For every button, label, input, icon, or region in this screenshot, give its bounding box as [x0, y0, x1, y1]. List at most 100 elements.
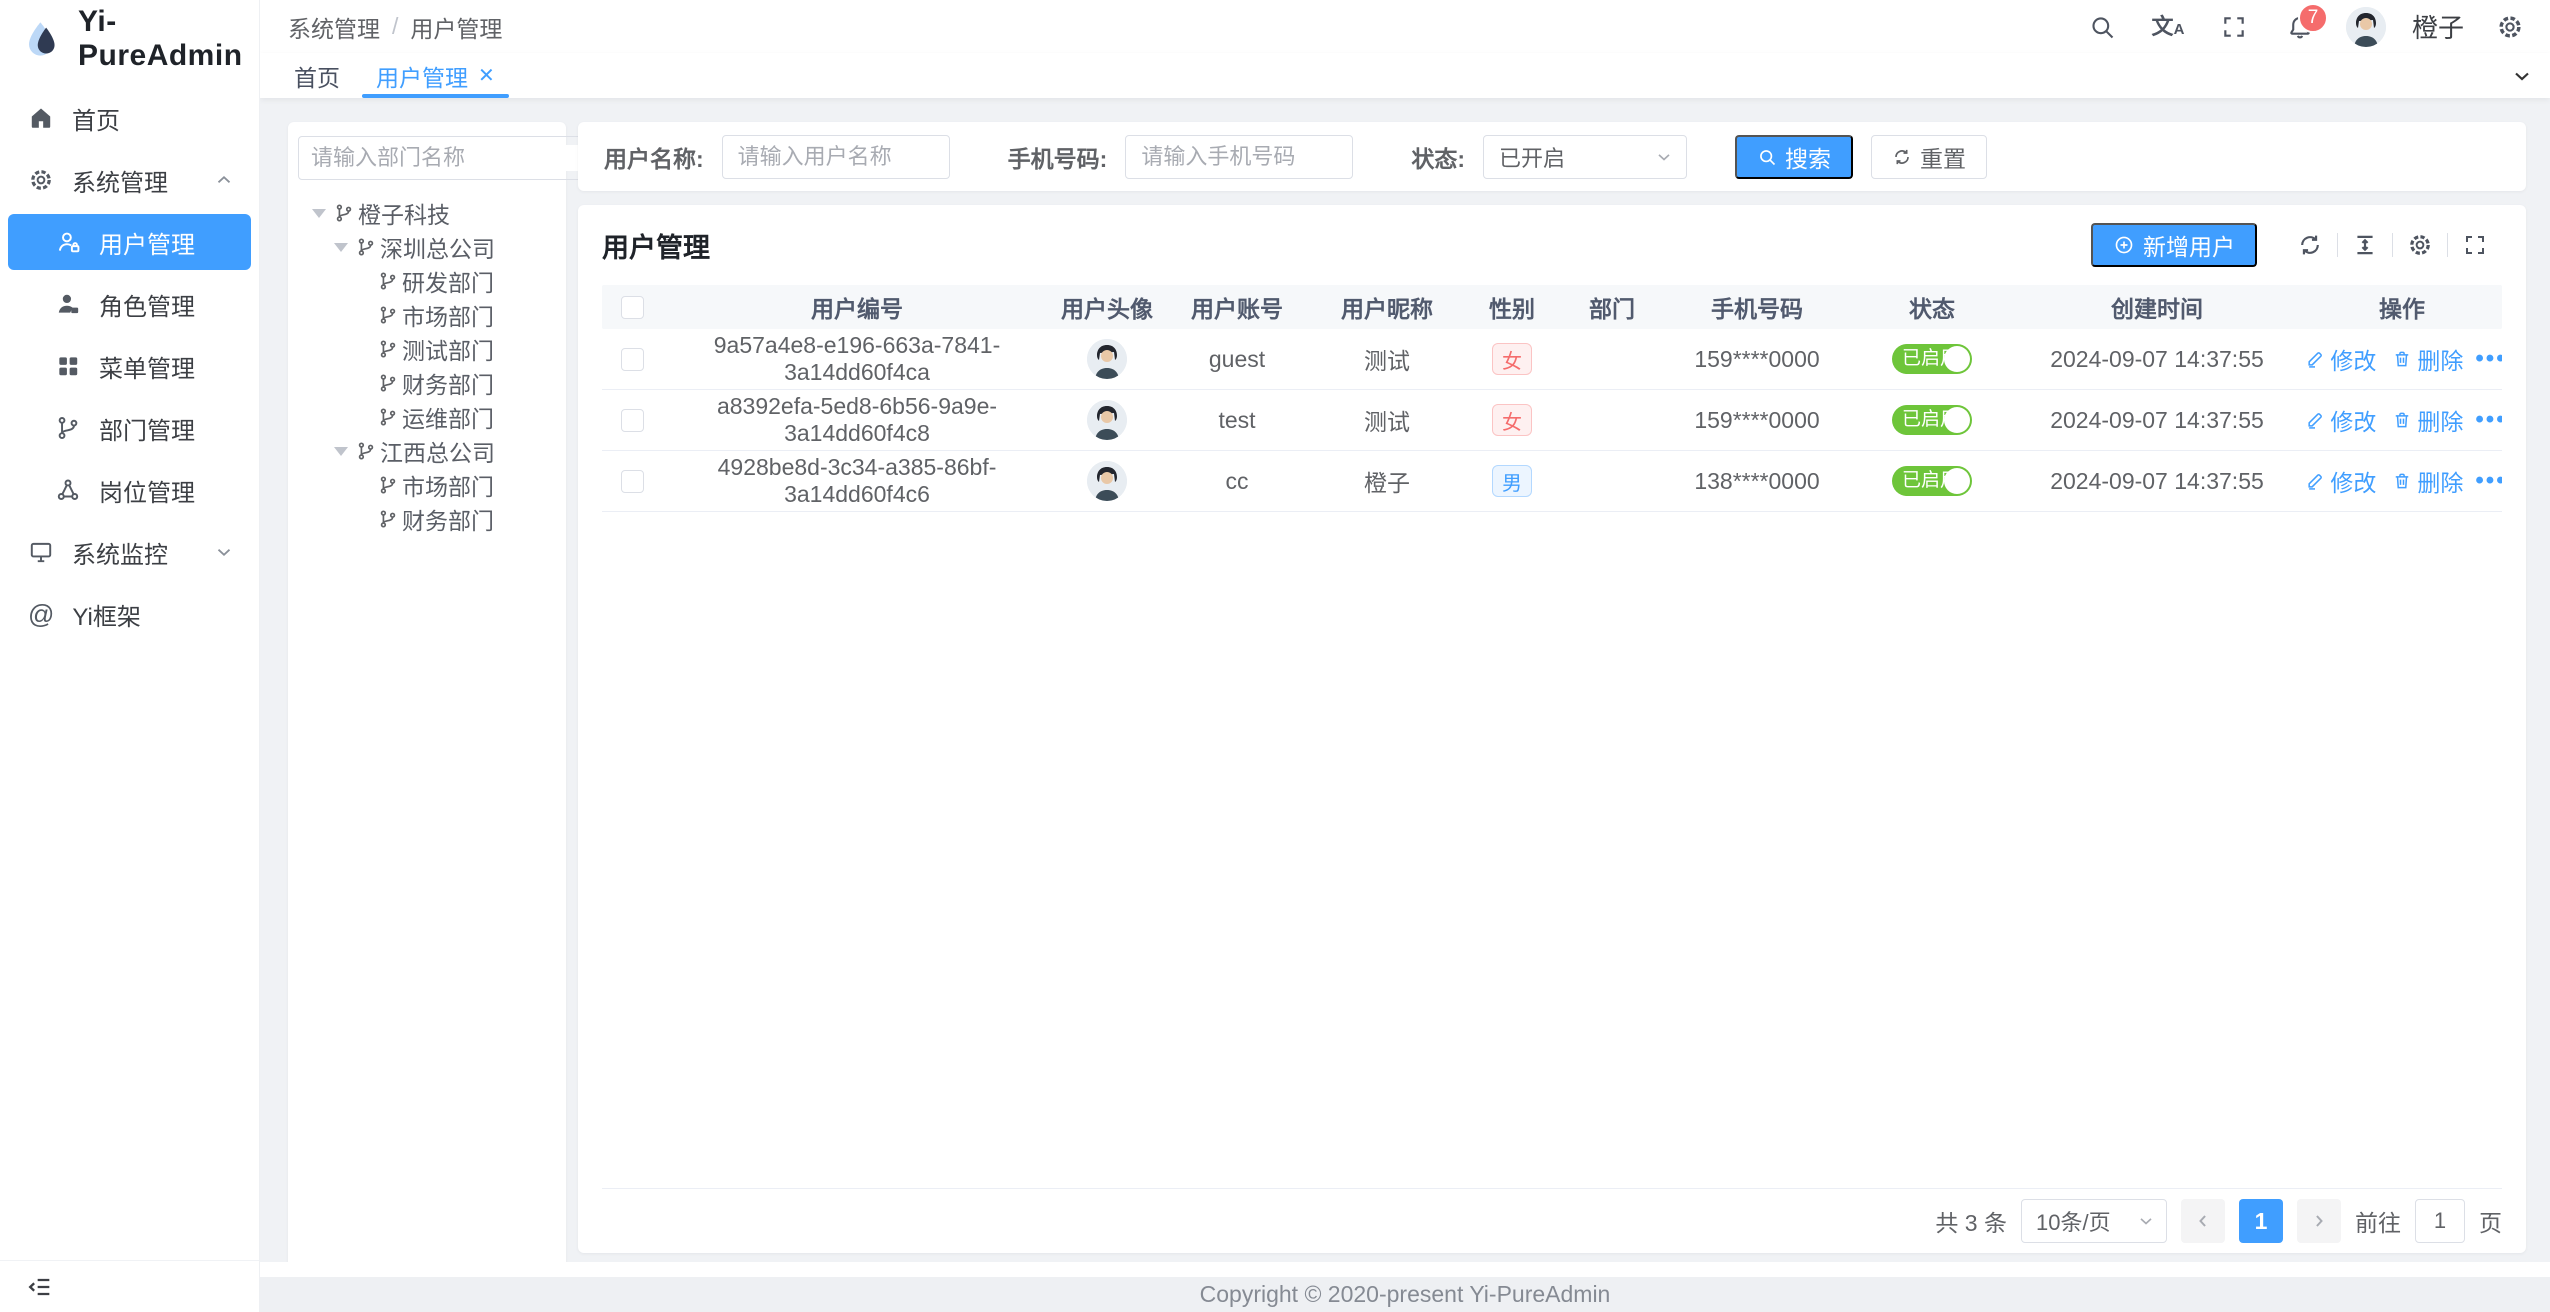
sidebar-item-roles[interactable]: 角色管理 [0, 276, 259, 332]
prev-page-button[interactable] [2181, 1199, 2225, 1243]
logo-row[interactable]: Yi-PureAdmin [0, 0, 259, 78]
branch-icon [378, 373, 398, 393]
sidebar-item-menus[interactable]: 菜单管理 [0, 338, 259, 394]
density-button[interactable] [2338, 232, 2392, 258]
column-settings-button[interactable] [2393, 232, 2447, 258]
tree-node[interactable]: 市场部门 [296, 468, 558, 502]
goto-page-input[interactable] [2415, 1199, 2465, 1243]
sidebar-item-posts[interactable]: 岗位管理 [0, 462, 259, 518]
username-label[interactable]: 橙子 [2411, 13, 2464, 43]
select-all-checkbox[interactable] [620, 295, 644, 319]
tree-node[interactable]: 橙子科技 [296, 196, 558, 230]
tree-node-label: 市场部门 [402, 474, 494, 500]
status-toggle[interactable]: 已启用 [1892, 466, 1972, 496]
avatar[interactable] [2345, 6, 2386, 47]
fullscreen-button[interactable] [2214, 7, 2254, 47]
more-actions-button[interactable]: ••• [2475, 467, 2502, 494]
sidebar-item-departments[interactable]: 部门管理 [0, 400, 259, 456]
more-actions-button[interactable]: ••• [2475, 345, 2502, 372]
department-search-field[interactable] [311, 145, 599, 171]
column-header[interactable]: 操作 [2379, 296, 2425, 322]
row-checkbox[interactable] [620, 469, 644, 493]
username-filter-input[interactable] [721, 134, 950, 179]
notifications-button[interactable]: 7 [2280, 2, 2328, 47]
user-avatar [1087, 400, 1127, 440]
tree-node-label: 橙子科技 [358, 202, 450, 228]
edit-button[interactable]: 修改 [2305, 464, 2376, 498]
table-row: 4928be8d-3c34-a385-86bf-3a14dd60f4c6 cc … [602, 451, 2502, 512]
search-submit-button[interactable]: 搜索 [1735, 134, 1854, 179]
status-toggle[interactable]: 已启用 [1892, 344, 1972, 374]
tab-user-management[interactable]: 用户管理 ✕ [358, 53, 513, 98]
row-checkbox[interactable] [620, 347, 644, 371]
column-header[interactable]: 用户编号 [811, 296, 903, 322]
column-header[interactable]: 部门 [1589, 296, 1635, 322]
more-actions-button[interactable]: ••• [2475, 406, 2502, 433]
tree-node-label: 江西总公司 [380, 440, 495, 466]
page-size-select[interactable]: 10条/页 [2021, 1199, 2167, 1243]
sidebar-item-monitor[interactable]: 系统监控 [0, 524, 259, 580]
tree-node[interactable]: 财务部门 [296, 502, 558, 536]
status-toggle[interactable]: 已启用 [1892, 405, 1972, 435]
cell-created-time: 2024-09-07 14:37:55 [2050, 467, 2264, 494]
column-header[interactable]: 创建时间 [2111, 296, 2203, 322]
branch-icon [356, 237, 376, 257]
panel-title: 用户管理 [602, 232, 710, 263]
refresh-table-button[interactable] [2283, 232, 2337, 258]
sidebar-item-yi-framework[interactable]: @ Yi框架 [0, 586, 259, 642]
page-number-button[interactable]: 1 [2239, 1199, 2283, 1243]
column-header[interactable]: 性别 [1489, 296, 1535, 322]
table-fullscreen-button[interactable] [2448, 233, 2502, 257]
sidebar-collapse-button[interactable] [0, 1260, 259, 1312]
delete-button[interactable]: 删除 [2392, 403, 2463, 437]
user-lock-icon [55, 229, 81, 255]
status-filter-label: 状态: [1411, 145, 1466, 172]
tree-node[interactable]: 江西总公司 [296, 434, 558, 468]
user-table: 用户编号 用户头像 用户账号 用户昵称 性别 部门 手机号码 状态 创建时间 操… [602, 285, 2502, 1253]
settings-button[interactable] [2490, 7, 2530, 47]
department-tree-panel: 橙子科技 深圳总公司 研发部门 市场部门 测试部门 财务部门 运维部门 江西总公… [288, 122, 655, 1268]
tree-node[interactable]: 测试部门 [296, 332, 558, 366]
edit-button[interactable]: 修改 [2305, 342, 2376, 376]
tree-node[interactable]: 运维部门 [296, 400, 558, 434]
next-page-button[interactable] [2297, 1199, 2341, 1243]
sidebar-item-home[interactable]: 首页 [0, 90, 259, 146]
sidebar-item-system[interactable]: 系统管理 [0, 152, 259, 208]
translate-button[interactable]: 文A [2148, 7, 2188, 47]
copyright-text: Copyright © 2020-present Yi-PureAdmin [1199, 1281, 1611, 1307]
column-header[interactable]: 手机号码 [1711, 296, 1803, 322]
column-header[interactable]: 用户昵称 [1341, 296, 1433, 322]
column-header[interactable]: 用户头像 [1061, 296, 1153, 322]
collapse-menu-icon [26, 1273, 54, 1301]
user-avatar [1087, 339, 1127, 379]
tree-node[interactable]: 市场部门 [296, 298, 558, 332]
tabs-menu-button[interactable] [2494, 53, 2550, 98]
phone-filter-input[interactable] [1125, 134, 1354, 179]
sidebar: Yi-PureAdmin 首页 系统管理 用户管理 角色管理 菜 [0, 0, 260, 1312]
caret-down-icon[interactable] [334, 242, 348, 252]
tab-home[interactable]: 首页 [276, 53, 358, 98]
tree-node[interactable]: 财务部门 [296, 366, 558, 400]
column-header[interactable]: 用户账号 [1191, 296, 1283, 322]
add-user-button[interactable]: 新增用户 [2091, 223, 2257, 267]
department-search-input[interactable] [298, 136, 634, 180]
tree-node[interactable]: 研发部门 [296, 264, 558, 298]
delete-button[interactable]: 删除 [2392, 342, 2463, 376]
row-checkbox[interactable] [620, 408, 644, 432]
caret-down-icon[interactable] [334, 446, 348, 456]
status-filter-select[interactable]: 已开启 [1483, 134, 1688, 179]
caret-down-icon[interactable] [312, 208, 326, 218]
breadcrumb-item[interactable]: 系统管理 [288, 15, 380, 42]
delete-button[interactable]: 删除 [2392, 464, 2463, 498]
tabs-bar: 首页 用户管理 ✕ [260, 53, 2550, 98]
sidebar-item-users[interactable]: 用户管理 [8, 214, 251, 270]
search-button[interactable] [2082, 7, 2122, 47]
cell-nickname: 橙子 [1364, 470, 1410, 496]
tree-node[interactable]: 深圳总公司 [296, 230, 558, 264]
refresh-icon [1895, 149, 1909, 164]
column-header[interactable]: 状态 [1909, 296, 1955, 322]
edit-button[interactable]: 修改 [2305, 403, 2376, 437]
trash-icon [2396, 473, 2409, 489]
reset-button[interactable]: 重置 [1871, 134, 1988, 179]
close-tab-icon[interactable]: ✕ [478, 65, 495, 87]
